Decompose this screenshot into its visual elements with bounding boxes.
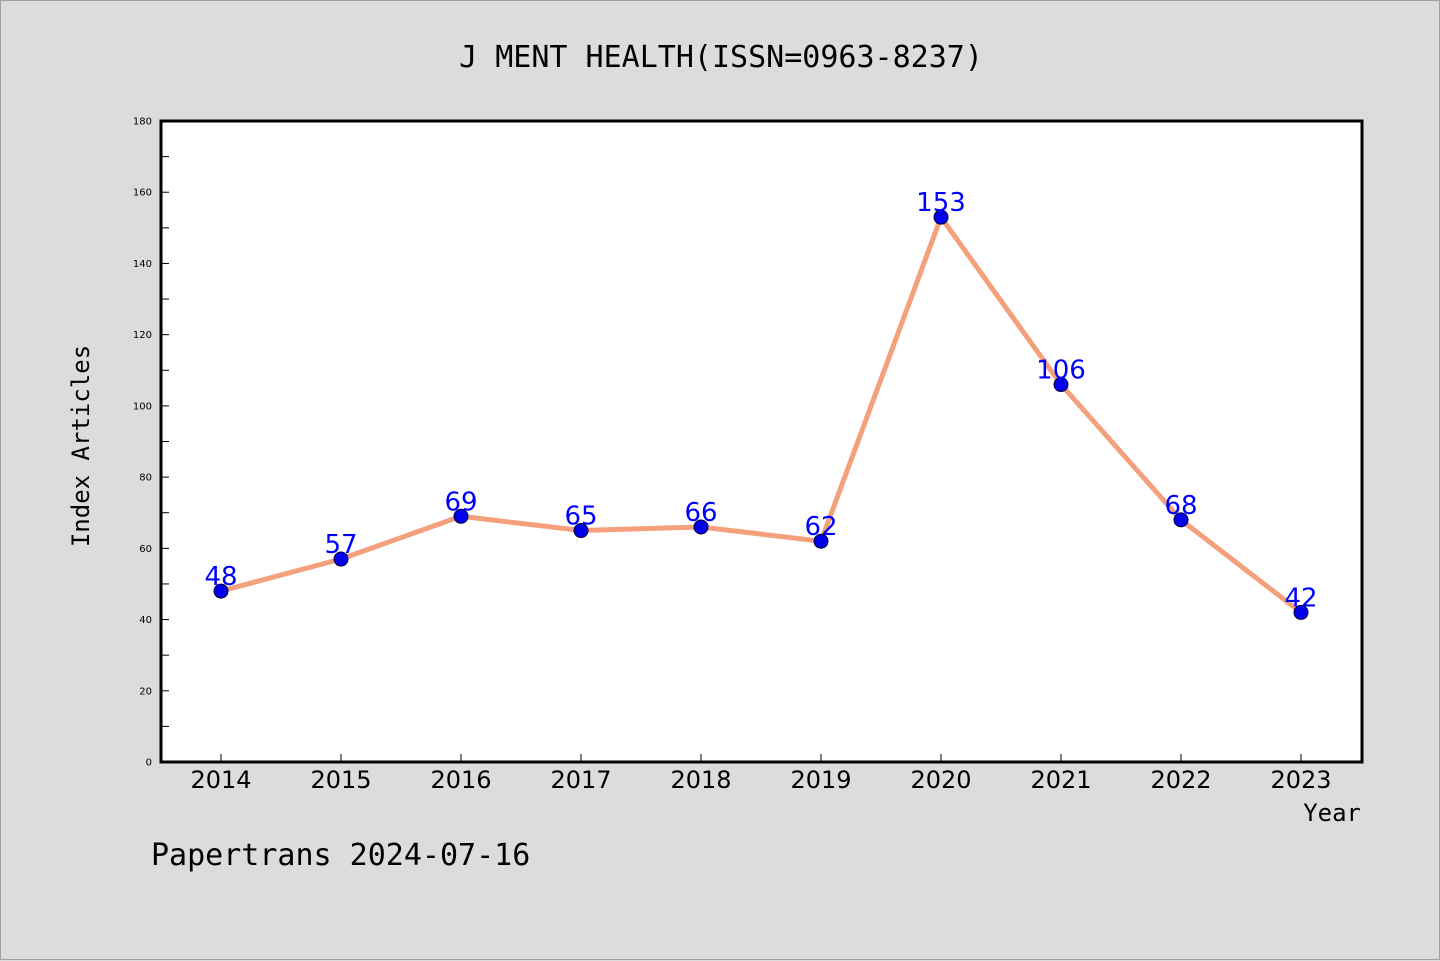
series-line-group: 48 57 69 65 66 62 153 106 68 42: [204, 188, 1318, 620]
data-label: 66: [684, 498, 717, 528]
y-tick-label: 180: [133, 117, 152, 128]
data-label: 106: [1036, 356, 1086, 386]
data-point: [1293, 604, 1309, 620]
y-tick-label: 160: [133, 188, 152, 199]
x-tick-label: 2018: [670, 766, 731, 794]
chart-title: J MENT HEALTH(ISSN=0963-8237): [459, 40, 983, 75]
data-label: 42: [1284, 583, 1317, 613]
data-point: [693, 519, 709, 535]
y-tick-label: 100: [133, 401, 152, 412]
data-point: [1053, 377, 1069, 393]
data-label: 48: [204, 562, 237, 592]
x-tick-label: 2015: [310, 766, 371, 794]
data-label: 68: [1164, 491, 1197, 521]
x-tick-label: 2019: [790, 766, 851, 794]
x-axis: 2014 2015 2016 2017 2018 2019 2020 2021 2022 2023: [190, 754, 1332, 794]
data-label: 153: [916, 188, 966, 218]
x-tick-label: 2020: [910, 766, 971, 794]
x-tick-label: 2021: [1030, 766, 1091, 794]
data-label: 57: [324, 530, 357, 560]
data-point: [813, 533, 829, 549]
x-tick-label: 2023: [1270, 766, 1331, 794]
y-tick-label: 80: [139, 473, 152, 484]
y-tick-label: 20: [139, 686, 152, 697]
plot-area: [159, 119, 1364, 764]
y-tick-label: 60: [139, 544, 152, 555]
data-point: [1173, 512, 1189, 528]
data-label: 69: [444, 487, 477, 517]
y-tick-label: 0: [146, 758, 152, 769]
y-axis: 0 20 40 60 80 100 120 140 160 180: [133, 117, 169, 769]
data-point: [213, 583, 229, 599]
x-tick-label: 2022: [1150, 766, 1211, 794]
y-tick-label: 140: [133, 259, 152, 270]
x-tick-label: 2016: [430, 766, 491, 794]
series-line: [218, 214, 1304, 615]
x-tick-label: 2017: [550, 766, 611, 794]
data-point: [453, 508, 469, 524]
footer-text: Papertrans 2024-07-16: [151, 838, 530, 873]
y-tick-label: 120: [133, 330, 152, 341]
y-tick-label: 40: [139, 615, 152, 626]
data-point: [573, 523, 589, 539]
data-point: [333, 551, 349, 567]
y-axis-label: Index Articles: [67, 345, 95, 547]
data-point: [933, 209, 949, 225]
x-axis-label: Year: [1303, 799, 1361, 827]
x-tick-label: 2014: [190, 766, 251, 794]
data-label: 65: [564, 502, 597, 532]
data-label: 62: [804, 512, 837, 542]
